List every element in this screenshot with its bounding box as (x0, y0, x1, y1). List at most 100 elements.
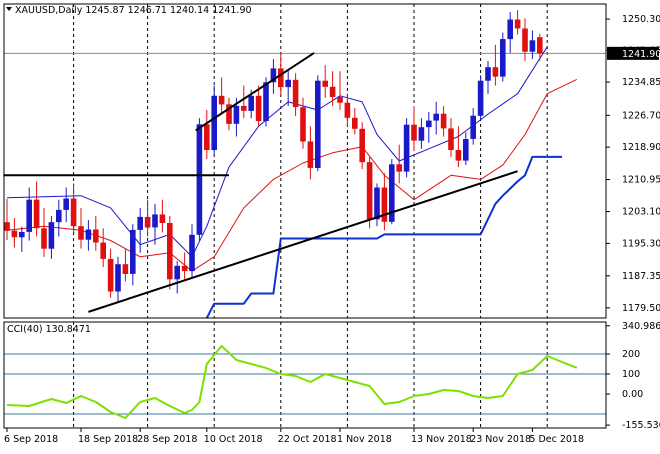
candle-body (463, 139, 469, 161)
price-axis-label: 1187.35 (622, 271, 660, 282)
candle-body (130, 229, 136, 274)
candle-body (196, 124, 203, 235)
price-axis-label: 1179.50 (622, 303, 660, 314)
candle-body (381, 187, 388, 222)
candle-body (218, 95, 225, 105)
candle-body (522, 28, 528, 52)
candle-body (56, 209, 62, 223)
cci-axis-label: 340.9865 (622, 321, 660, 332)
candle-body (514, 19, 521, 29)
time-axis-label: 13 Nov 2018 (411, 434, 472, 445)
cci-title: CCI(40) 130.8471 (7, 324, 91, 335)
candle-body (159, 214, 166, 223)
candle-body (26, 199, 32, 232)
cci-axis-label: 100 (622, 369, 640, 380)
time-axis-label: 22 Oct 2018 (278, 434, 337, 445)
price-axis-label: 1226.70 (622, 110, 660, 121)
time-axis-label: 5 Dec 2018 (529, 434, 584, 445)
time-axis-label: 10 Oct 2018 (204, 434, 263, 445)
candle-body (85, 229, 92, 240)
candle-body (233, 105, 240, 124)
candle-body (440, 113, 447, 129)
menu-triangle-icon (6, 7, 12, 11)
candle-body (181, 265, 188, 272)
time-axis-label: 18 Sep 2018 (78, 434, 138, 445)
candle-body (366, 162, 373, 220)
moving-averages-layer (6, 46, 578, 272)
candle-body (329, 86, 336, 97)
candle-body (189, 234, 195, 272)
current-price-label: 1241.90 (622, 49, 660, 60)
axis-labels: 1250.301242.651234.851226.701218.901210.… (4, 7, 660, 445)
trendline (88, 170, 518, 313)
candles-layer (4, 10, 543, 302)
candle-body (477, 80, 484, 116)
candle-body (174, 265, 180, 280)
price-axis-label: 1195.30 (622, 238, 660, 249)
trendlines-layer (3, 52, 518, 313)
candle-body (300, 107, 306, 142)
candle-body (389, 164, 395, 222)
candle-body (107, 258, 114, 292)
candle-body (507, 19, 513, 40)
candle-body (11, 230, 18, 238)
candle-body (167, 223, 173, 280)
candle-body (4, 222, 10, 231)
candle-body (63, 198, 69, 210)
candle-body (100, 242, 106, 259)
candle-body (278, 68, 284, 88)
candle-body (337, 97, 343, 103)
slow-ma-series (6, 78, 578, 272)
candle-body (426, 120, 432, 128)
cci-layer (6, 345, 578, 419)
cci-axis-label: 200 (622, 349, 640, 360)
panel-frames (3, 3, 607, 429)
candle-body (492, 67, 499, 77)
candle-body (455, 150, 462, 161)
candle-body (529, 40, 536, 52)
candle-body (152, 214, 158, 228)
candle-body (211, 95, 217, 150)
candle-body (418, 127, 425, 141)
candle-body (204, 124, 210, 150)
candle-body (374, 187, 380, 220)
stop-line-layer (205, 155, 562, 319)
candle-body (115, 264, 121, 292)
price-axis-label: 1203.10 (622, 207, 660, 218)
time-axis-label: 23 Nov 2018 (470, 434, 531, 445)
cci-axis-label: 0.00 (622, 389, 643, 400)
chart-title: XAUUSD,Daily 1245.87 1246.71 1240.14 124… (15, 5, 252, 16)
candle-body (403, 124, 410, 172)
trendline (195, 52, 315, 132)
grid-lines (4, 4, 606, 428)
candle-body (70, 198, 77, 227)
candle-body (137, 216, 143, 230)
candle-body (255, 95, 262, 122)
cci-panel-frame (3, 321, 607, 429)
candle-body (48, 222, 55, 249)
candle-body (270, 68, 277, 83)
candle-body (248, 95, 254, 111)
time-axis-label: 6 Sep 2018 (4, 434, 58, 445)
candle-body (241, 105, 247, 111)
candle-body (226, 104, 232, 124)
candle-body (352, 117, 358, 129)
candle-body (485, 67, 491, 81)
candle-body (292, 79, 299, 108)
candle-body (537, 37, 543, 54)
price-panel-frame (3, 3, 607, 319)
candle-body (396, 164, 402, 172)
candle-body (411, 124, 417, 141)
candle-body (285, 79, 291, 88)
candle-body (433, 113, 439, 121)
candle-body (315, 80, 321, 168)
candle-body (93, 229, 99, 243)
candle-body (307, 141, 314, 168)
current-price-tag (607, 46, 659, 60)
candle-body (78, 226, 84, 240)
candle-body (33, 199, 40, 229)
cci-axis-label: -155.5362 (622, 420, 660, 431)
price-axis-label: 1210.95 (622, 175, 660, 186)
